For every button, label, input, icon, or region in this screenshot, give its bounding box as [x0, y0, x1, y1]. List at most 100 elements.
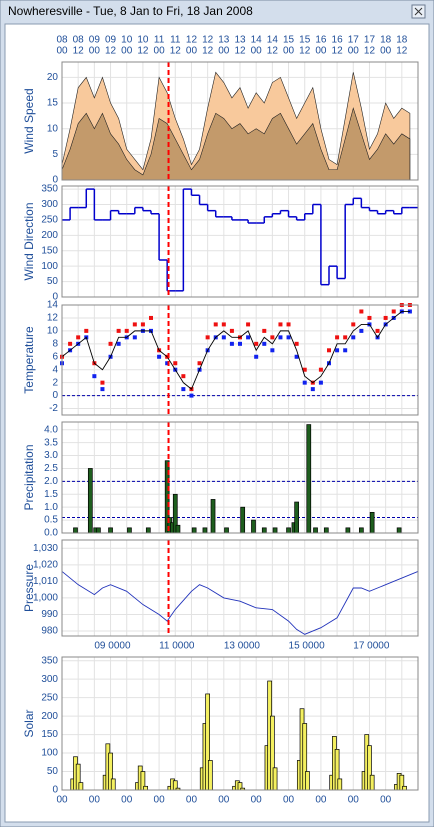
x-tick-label: 12 — [202, 46, 214, 57]
temperature-point — [173, 361, 178, 366]
x-tick-label: 12 — [137, 46, 149, 57]
y-tick-label: 2.5 — [44, 463, 58, 474]
y-tick-label: 2 — [52, 377, 58, 388]
y-tick-label: 6 — [52, 351, 58, 362]
x-tick-label: 00 — [283, 795, 295, 806]
y-tick-label: 1.0 — [44, 502, 58, 513]
x-tick-label: 13 0000 — [224, 641, 261, 652]
bar — [73, 527, 78, 534]
bar — [261, 527, 267, 534]
x-tick-label: 00 — [283, 46, 295, 57]
temperature-point — [343, 348, 348, 353]
panel-frame — [61, 421, 419, 534]
x-tick-label: 00 — [315, 46, 327, 57]
x-tick-label: 12 — [299, 46, 311, 57]
wind-area — [61, 107, 411, 181]
y-tick-label: 3.5 — [44, 437, 58, 448]
y-tick-label: 1,010 — [33, 576, 58, 587]
y-tick-label: 50 — [47, 766, 59, 777]
bar — [175, 524, 181, 534]
temperature-point — [197, 361, 202, 366]
temperature-point — [343, 335, 348, 340]
x-tick-label: 12 — [396, 46, 408, 57]
x-tick-label: 12 — [364, 46, 376, 57]
y-tick-label: 2.0 — [44, 476, 58, 487]
temperature-point — [367, 315, 372, 320]
temperature-point — [383, 315, 388, 320]
temperature-point — [221, 322, 226, 327]
x-tick-label: 13 — [234, 35, 246, 46]
x-tick-label: 00 — [251, 46, 263, 57]
x-tick-label: 11 0000 — [159, 641, 195, 652]
temperature-point — [375, 328, 380, 333]
bar — [272, 527, 278, 534]
temperature-point — [359, 328, 364, 333]
x-tick-label: 00 — [186, 795, 198, 806]
temperature-point — [140, 322, 145, 327]
temperature-point — [108, 341, 113, 346]
x-tick-label: 12 — [234, 46, 246, 57]
temperature-point — [294, 354, 299, 359]
bar — [402, 785, 407, 791]
bar — [145, 527, 151, 534]
x-tick-label: 11 — [154, 35, 165, 46]
x-tick-label: 10 — [121, 35, 133, 46]
x-tick-label: 12 — [267, 46, 279, 57]
x-tick-label: 15 0000 — [289, 641, 326, 652]
x-tick-label: 15 — [299, 35, 311, 46]
y-tick-label: 0 — [52, 390, 58, 401]
x-tick-label: 00 — [56, 46, 68, 57]
x-tick-label: 08 — [73, 35, 85, 46]
temperature-point — [270, 348, 275, 353]
temperature-point — [181, 374, 186, 379]
temperature-point — [278, 335, 283, 340]
x-tick-label: 15 — [283, 35, 295, 46]
x-tick-label: 00 — [218, 795, 230, 806]
temperature-point — [294, 341, 299, 346]
bar — [191, 527, 197, 534]
x-tick-label: 12 — [332, 46, 344, 57]
x-tick-label: 00 — [315, 795, 327, 806]
bar — [345, 527, 351, 534]
temperature-point — [262, 328, 267, 333]
temperature-point — [262, 341, 267, 346]
y-tick-label: 0.0 — [44, 528, 58, 539]
temperature-point — [181, 387, 186, 392]
x-tick-label: 00 — [89, 795, 101, 806]
temperature-point — [76, 335, 81, 340]
x-tick-label: 00 — [56, 795, 68, 806]
x-tick-label: 00 — [186, 46, 198, 57]
temperature-point — [205, 335, 210, 340]
series-line — [61, 571, 419, 635]
y-tick-label: 0 — [52, 785, 58, 796]
temperature-point — [278, 322, 283, 327]
bar — [286, 527, 291, 534]
y-axis-title: Wind Speed — [22, 88, 36, 153]
temperature-point — [254, 341, 259, 346]
y-tick-label: 1.5 — [44, 489, 58, 500]
temperature-point — [351, 322, 356, 327]
x-tick-label: 11 — [170, 35, 181, 46]
bar — [207, 760, 213, 791]
y-tick-label: 12 — [47, 313, 59, 324]
bar — [313, 527, 318, 534]
temperature-point — [270, 335, 275, 340]
y-tick-label: 200 — [41, 711, 58, 722]
x-tick-label: 16 — [332, 35, 344, 46]
temperature-point — [335, 335, 340, 340]
y-tick-label: 14 — [47, 300, 59, 311]
y-tick-label: 50 — [47, 276, 59, 287]
y-tick-label: 980 — [41, 626, 58, 637]
y-tick-label: 300 — [41, 199, 58, 210]
y-tick-label: 10 — [47, 326, 59, 337]
x-tick-label: 00 — [348, 795, 360, 806]
bar — [224, 527, 229, 534]
temperature-point — [189, 393, 194, 398]
bar — [78, 782, 84, 791]
y-tick-label: 3.0 — [44, 450, 58, 461]
bar — [337, 778, 343, 791]
y-tick-label: -2 — [49, 403, 58, 414]
y-tick-label: 350 — [41, 655, 58, 666]
temperature-point — [221, 335, 226, 340]
bar — [396, 527, 402, 534]
